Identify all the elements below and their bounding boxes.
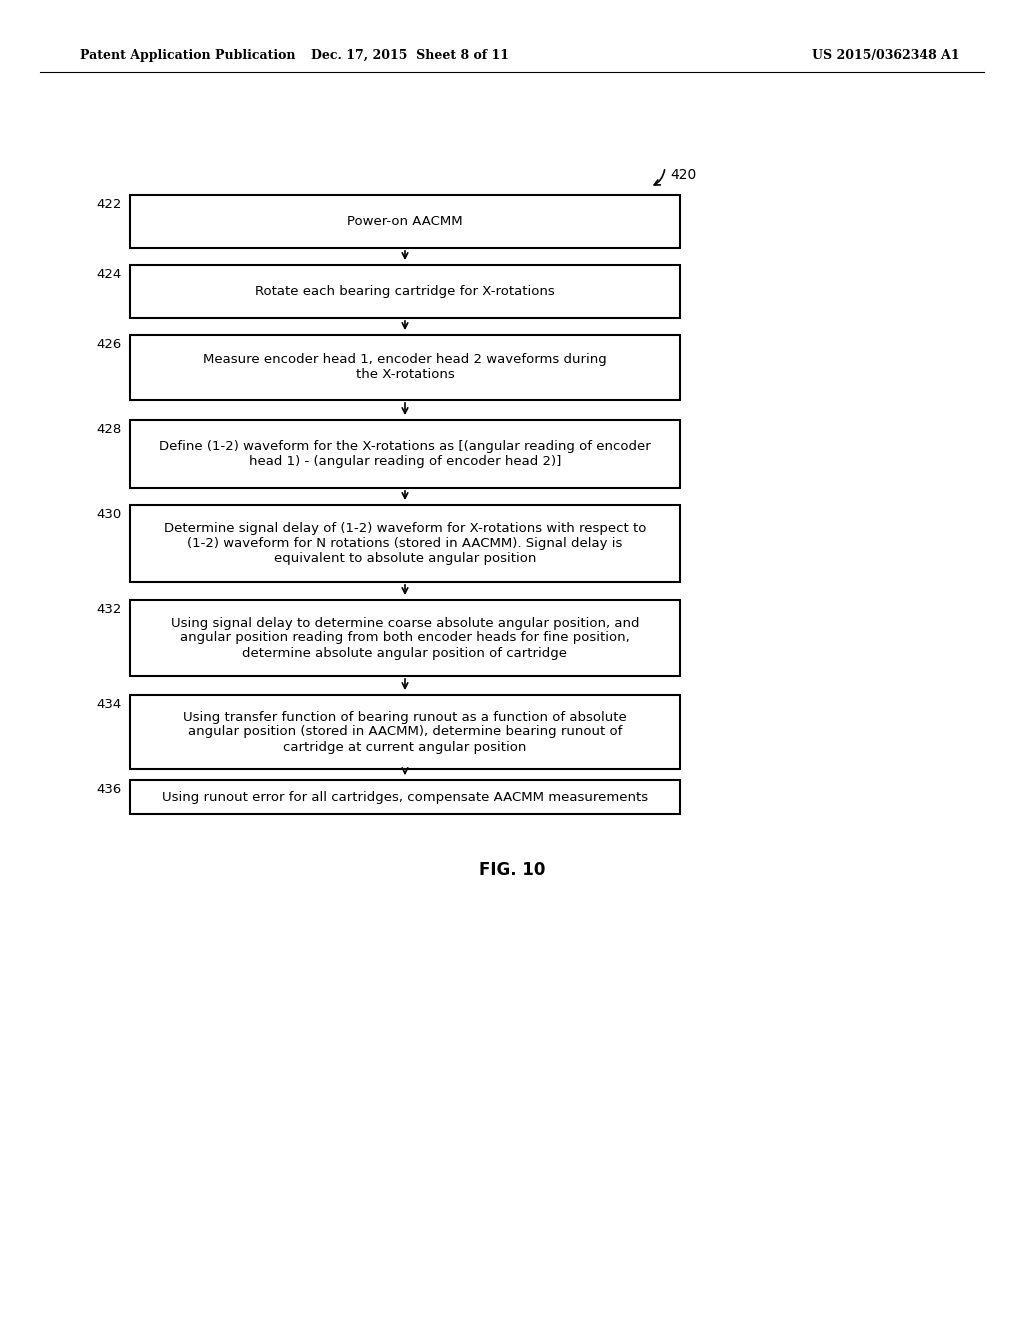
- Bar: [130, 335, 680, 400]
- Text: FIG. 10: FIG. 10: [479, 861, 545, 879]
- Bar: [130, 780, 680, 814]
- Text: US 2015/0362348 A1: US 2015/0362348 A1: [812, 49, 961, 62]
- Text: Patent Application Publication: Patent Application Publication: [80, 49, 296, 62]
- Text: 426: 426: [96, 338, 122, 351]
- Text: 432: 432: [96, 603, 122, 616]
- Text: Determine signal delay of (1-2) waveform for X-rotations with respect to
(1-2) w: Determine signal delay of (1-2) waveform…: [164, 521, 646, 565]
- Text: 428: 428: [96, 422, 122, 436]
- Text: Using runout error for all cartridges, compensate AACMM measurements: Using runout error for all cartridges, c…: [162, 791, 648, 804]
- Bar: [130, 420, 680, 488]
- Bar: [130, 265, 680, 318]
- Bar: [130, 195, 680, 248]
- Bar: [130, 601, 680, 676]
- Text: Using transfer function of bearing runout as a function of absolute
angular posi: Using transfer function of bearing runou…: [183, 710, 627, 754]
- Bar: [130, 696, 680, 770]
- Text: Rotate each bearing cartridge for X-rotations: Rotate each bearing cartridge for X-rota…: [255, 285, 555, 298]
- Text: 422: 422: [96, 198, 122, 211]
- Text: Dec. 17, 2015  Sheet 8 of 11: Dec. 17, 2015 Sheet 8 of 11: [311, 49, 509, 62]
- Text: 420: 420: [670, 168, 696, 182]
- Text: Measure encoder head 1, encoder head 2 waveforms during
the X-rotations: Measure encoder head 1, encoder head 2 w…: [203, 354, 607, 381]
- Text: Power-on AACMM: Power-on AACMM: [347, 215, 463, 228]
- Text: 424: 424: [96, 268, 122, 281]
- Text: Define (1-2) waveform for the X-rotations as [(angular reading of encoder
head 1: Define (1-2) waveform for the X-rotation…: [159, 440, 651, 469]
- Text: 434: 434: [96, 698, 122, 711]
- Text: Using signal delay to determine coarse absolute angular position, and
angular po: Using signal delay to determine coarse a…: [171, 616, 639, 660]
- Text: 430: 430: [96, 508, 122, 521]
- Text: 436: 436: [96, 783, 122, 796]
- Bar: [130, 506, 680, 582]
